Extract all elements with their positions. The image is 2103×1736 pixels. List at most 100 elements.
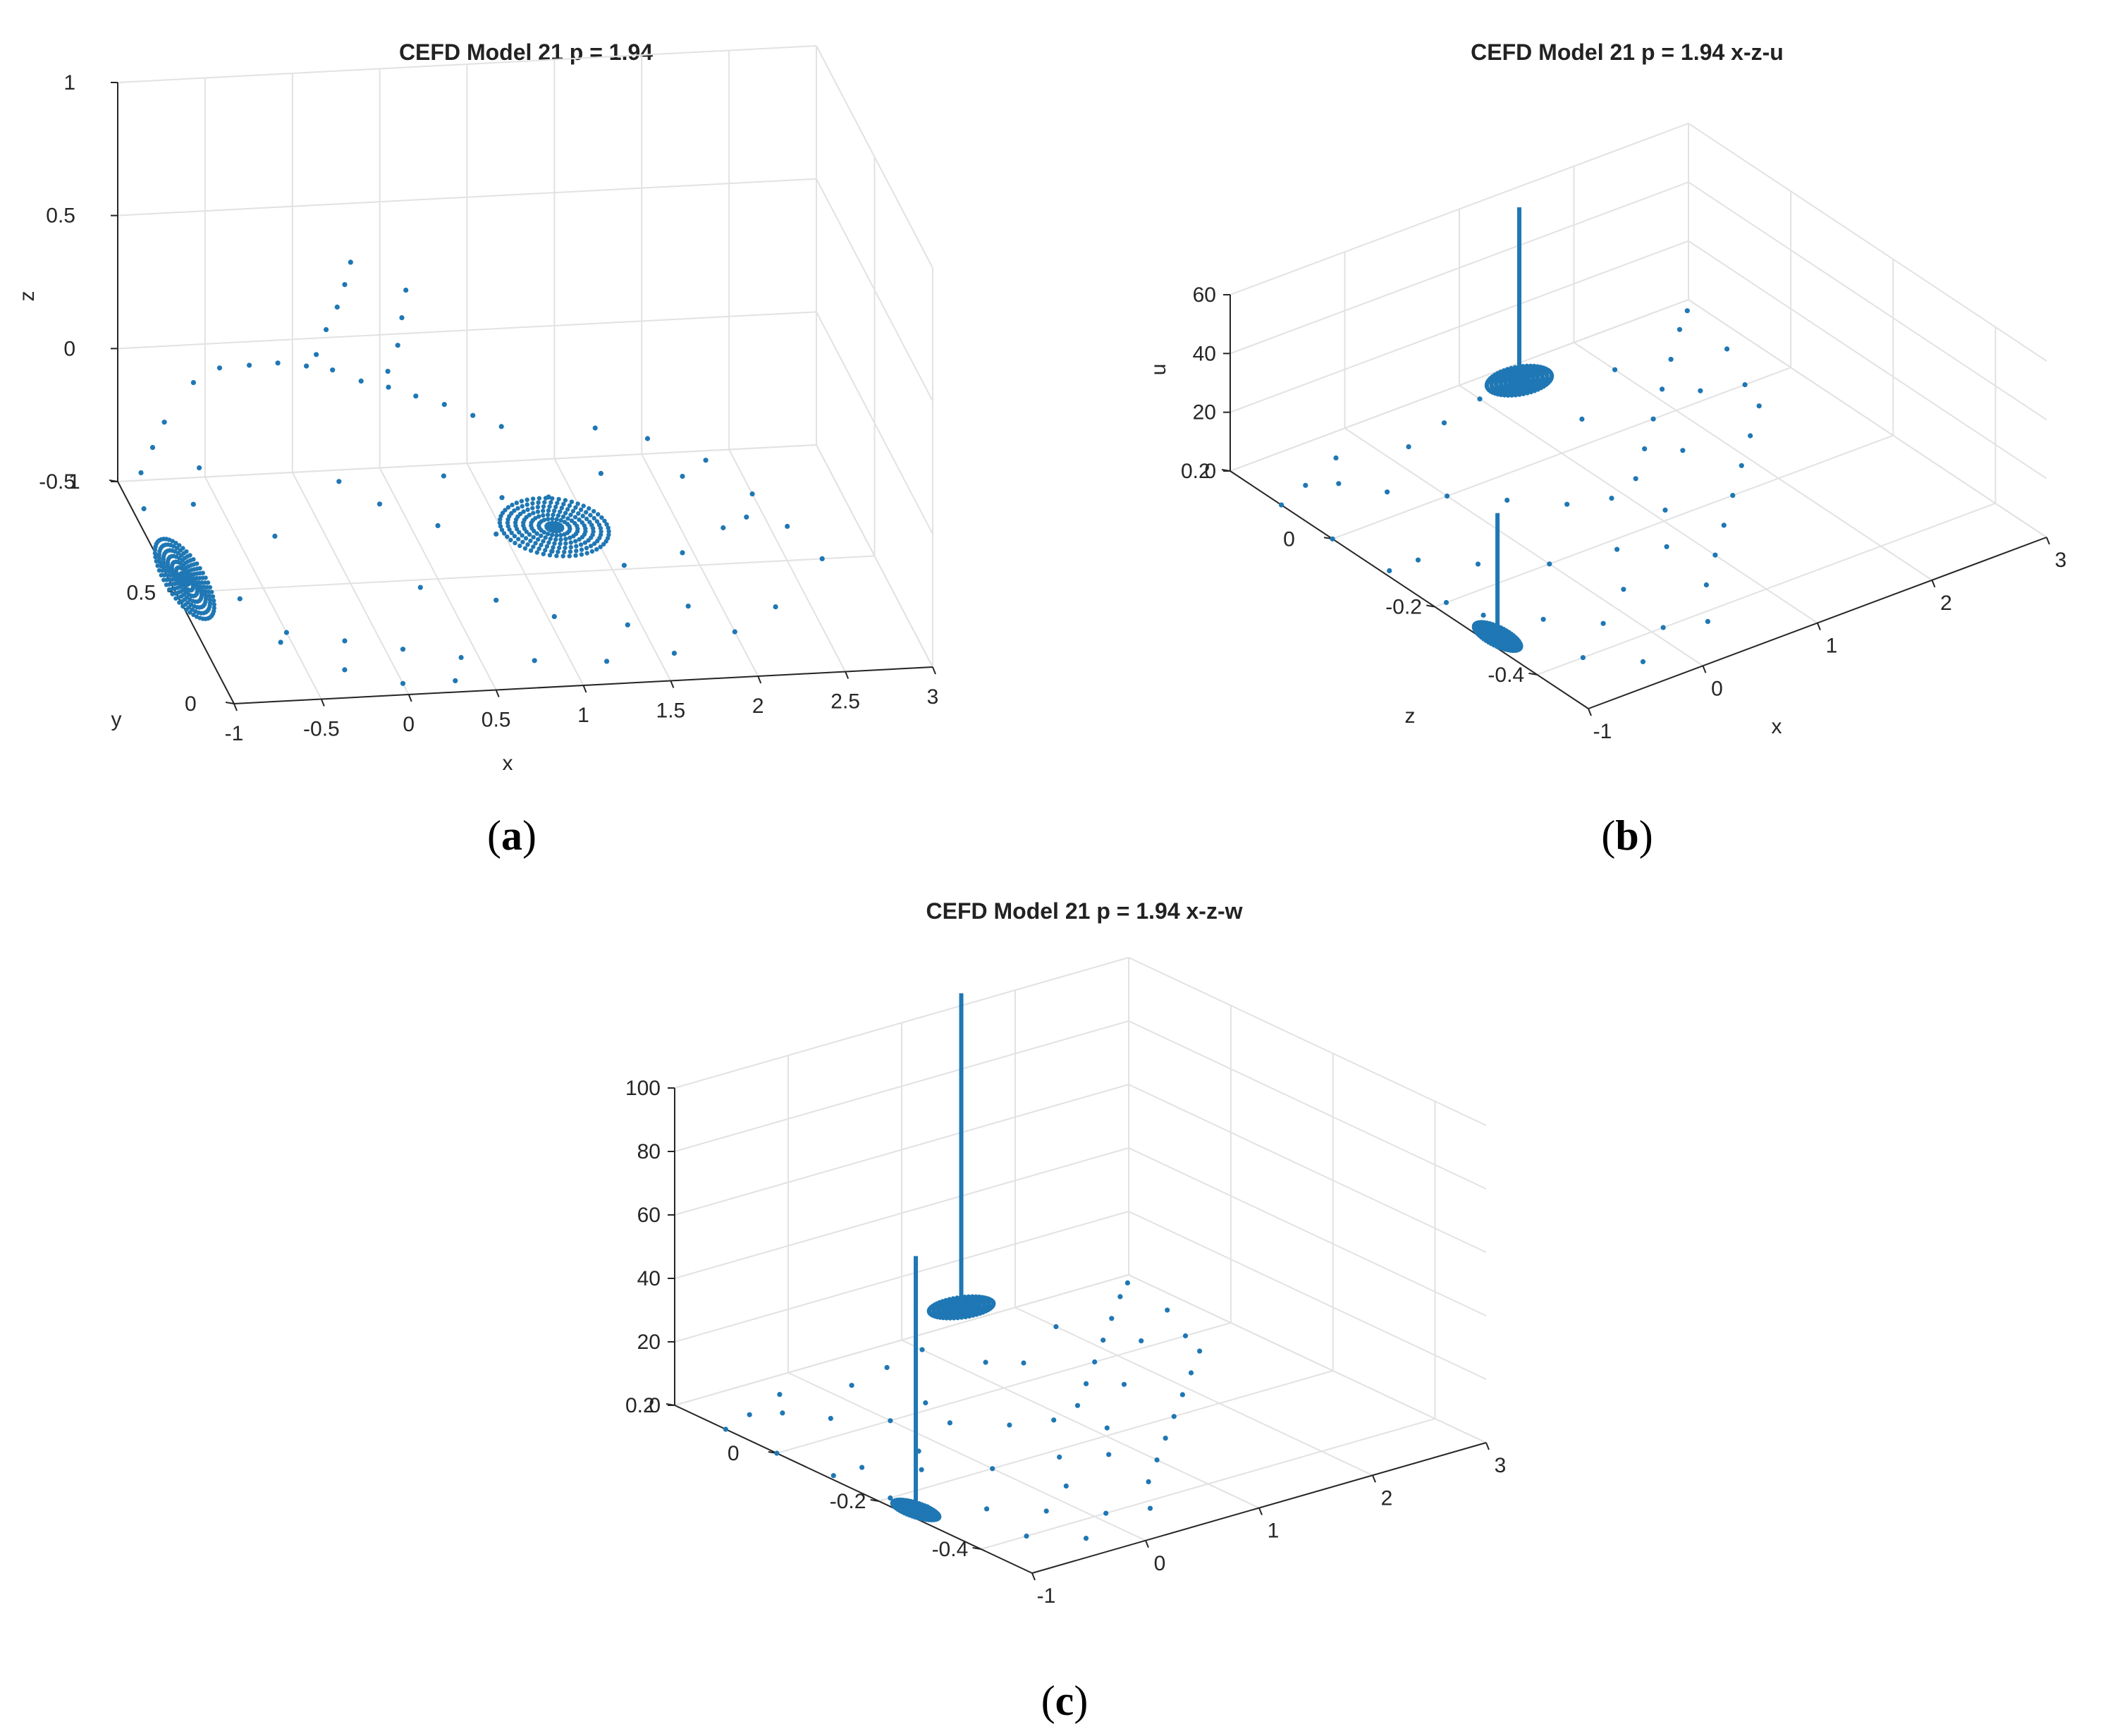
data-point	[1021, 1360, 1026, 1366]
data-point	[470, 412, 476, 418]
x-tick-mark	[2046, 537, 2050, 545]
data-point	[324, 326, 329, 333]
data-point	[1154, 1457, 1160, 1463]
data-point	[199, 588, 204, 593]
data-point	[604, 659, 610, 664]
spiral-focus	[1471, 620, 1523, 653]
data-point	[552, 541, 557, 546]
data-point	[1509, 393, 1514, 398]
data-point	[161, 560, 166, 566]
data-point	[206, 589, 211, 594]
data-point	[591, 508, 596, 514]
data-series	[1279, 207, 1762, 665]
data-point	[1528, 389, 1533, 395]
data-point	[162, 564, 167, 569]
data-point	[606, 525, 611, 530]
data-point	[828, 1416, 833, 1422]
data-point	[154, 558, 159, 564]
data-point	[535, 509, 541, 514]
data-point	[539, 533, 544, 538]
grid-line	[674, 1211, 1129, 1343]
data-point	[534, 531, 539, 536]
y-tick-label: -0.4	[1488, 664, 1524, 687]
data-point	[575, 526, 580, 532]
grid-line	[674, 1147, 1129, 1279]
data-point	[532, 528, 537, 534]
x-tick-mark	[1931, 580, 1936, 588]
panel-a: CEFD Model 21 p = 1.94-1 -0.5 0 0.5 1 1.5 2 2.5…	[16, 39, 938, 859]
data-point	[524, 529, 529, 534]
data-point	[441, 473, 447, 479]
data-point	[983, 1359, 988, 1365]
data-point	[170, 592, 175, 597]
data-point	[493, 531, 499, 537]
data-point	[589, 549, 595, 554]
data-point	[358, 378, 364, 384]
data-point	[199, 592, 204, 597]
data-point	[395, 343, 400, 348]
z-tick-label: 60	[1193, 283, 1216, 307]
grid-line	[117, 444, 817, 482]
data-point	[625, 622, 630, 628]
data-point	[573, 505, 578, 510]
data-point	[744, 514, 749, 520]
data-point	[314, 352, 319, 357]
data-point	[513, 540, 517, 546]
x-tick-mark	[320, 699, 325, 707]
data-point	[191, 557, 196, 562]
data-point	[195, 561, 200, 566]
data-point	[537, 546, 541, 551]
data-point	[1724, 346, 1730, 352]
data-point	[1441, 420, 1447, 426]
grid-line	[776, 1322, 1232, 1454]
data-point	[441, 402, 447, 408]
data-point	[565, 507, 570, 512]
data-point	[1705, 618, 1710, 625]
data-point	[1053, 1324, 1059, 1330]
data-point	[180, 604, 185, 609]
data-point	[536, 537, 541, 542]
focus-core	[177, 573, 192, 584]
data-point	[517, 530, 522, 535]
data-point	[188, 610, 192, 615]
x-tick-label: 2.5	[830, 690, 860, 714]
data-series	[723, 993, 1203, 1541]
data-point	[530, 501, 535, 506]
data-point	[1530, 374, 1535, 380]
data-point	[574, 549, 579, 554]
data-point	[588, 544, 594, 549]
data-point	[1547, 369, 1552, 374]
data-point	[514, 501, 519, 506]
data-point	[435, 522, 441, 529]
spiral-focus	[497, 496, 611, 558]
data-point	[573, 553, 578, 558]
data-point	[197, 584, 203, 589]
data-point	[551, 545, 556, 550]
data-point	[1509, 631, 1514, 637]
data-point	[1564, 501, 1570, 507]
data-point	[559, 506, 564, 511]
data-point	[567, 503, 572, 508]
data-point	[546, 540, 551, 545]
data-point	[152, 547, 158, 552]
data-point	[1445, 493, 1450, 499]
z-tick-label: 20	[1193, 401, 1216, 424]
data-point	[1609, 496, 1614, 501]
data-point	[558, 532, 563, 538]
caption-open: (	[1041, 1677, 1055, 1724]
grid-line	[816, 45, 933, 269]
data-point	[582, 540, 588, 545]
grid-line	[816, 444, 933, 668]
data-point	[581, 503, 586, 508]
data-point	[531, 534, 536, 539]
y-tick-label: 1	[68, 470, 80, 494]
data-point	[1074, 1402, 1081, 1408]
data-point	[516, 537, 521, 542]
z-tick-label: 0.5	[46, 204, 75, 228]
grid-line	[117, 311, 817, 350]
data-point	[556, 513, 561, 518]
spiral-focus	[152, 537, 216, 621]
x-tick-label: 0.5	[482, 709, 511, 732]
data-point	[162, 573, 167, 577]
data-point	[967, 1314, 972, 1319]
